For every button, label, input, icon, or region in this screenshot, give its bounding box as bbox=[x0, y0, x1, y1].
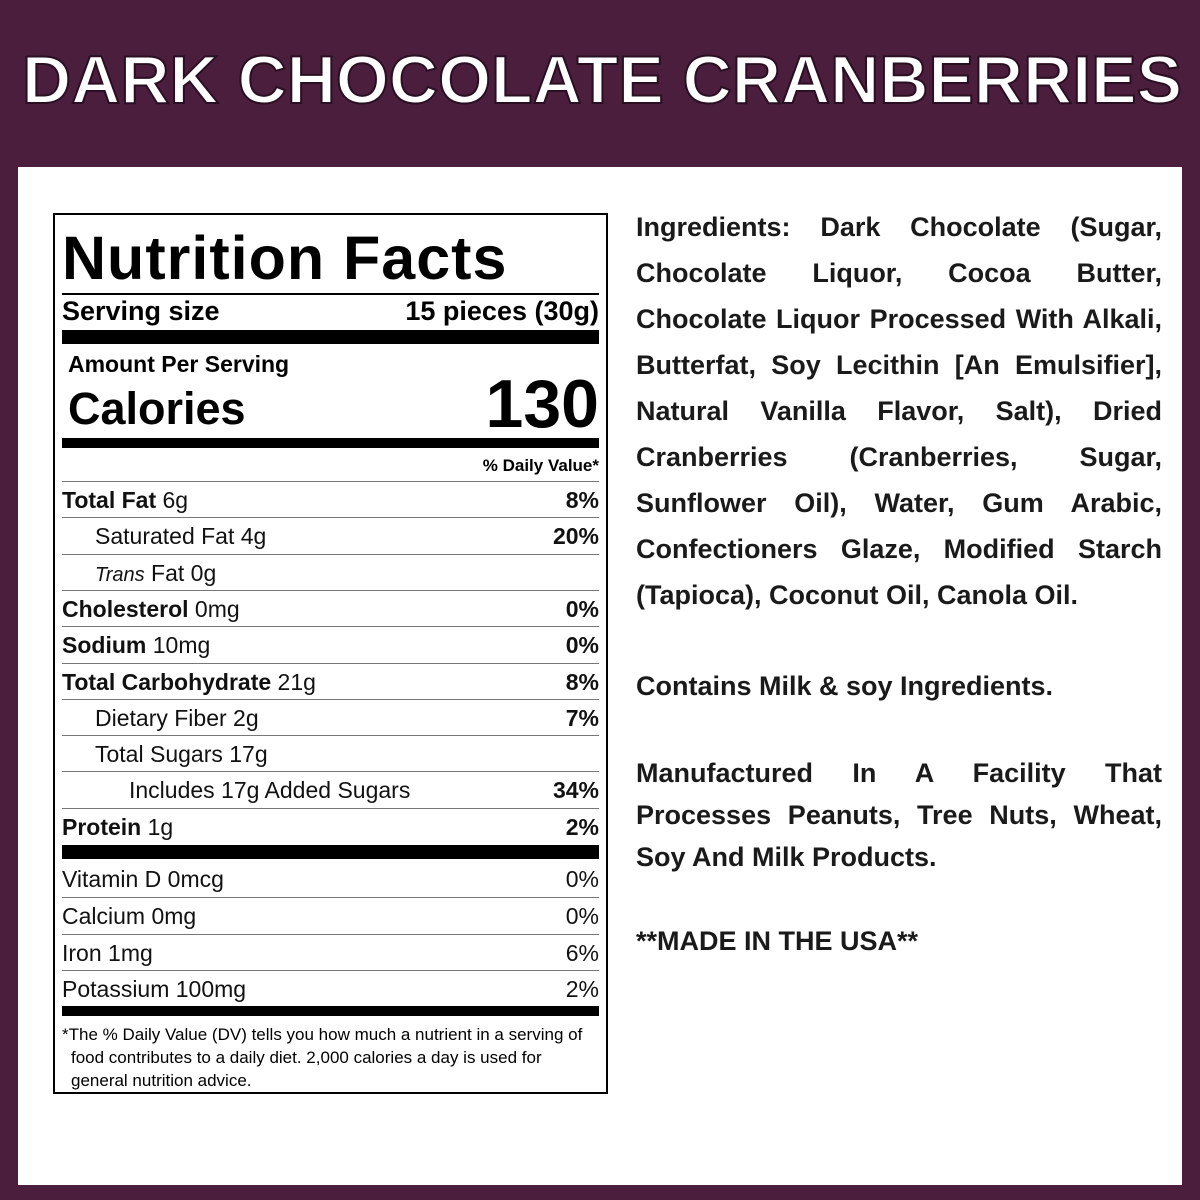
nutrient-amount: 0mg bbox=[194, 595, 240, 622]
serving-size: 15 pieces (30g) bbox=[405, 296, 599, 326]
nutrient-name: Total Carbohydrate bbox=[62, 668, 272, 695]
nutrient-amount: 4g bbox=[240, 523, 267, 550]
nutrient-prefix: Trans bbox=[95, 563, 145, 586]
nutrient-dv: 2% bbox=[565, 813, 599, 840]
nutrient-row: Calcium 0mg 0% bbox=[62, 897, 599, 934]
contains: Contains Milk & soy Ingredients. bbox=[636, 671, 1054, 701]
serving: Serving size 15 pieces (30g) bbox=[62, 293, 599, 327]
nutrient-amount: 0g bbox=[190, 559, 217, 586]
nutrient-row: Saturated Fat 4g 20% bbox=[62, 517, 599, 554]
nutrient-row: Cholesterol 0mg 0% bbox=[62, 589, 599, 627]
nutrient-name: Total Sugars bbox=[95, 741, 223, 768]
nutrient-dv: 0% bbox=[565, 632, 599, 659]
serving-label: Serving size bbox=[62, 296, 220, 326]
nutrient-dv: 0% bbox=[565, 595, 599, 622]
thick-bar bbox=[62, 845, 599, 859]
nutrient-dv: 0% bbox=[565, 903, 599, 930]
thick-bar bbox=[62, 330, 599, 344]
nutrient-name: Calcium bbox=[62, 903, 146, 930]
facility: Manufactured In A Facility That Processe… bbox=[636, 758, 1162, 872]
calories: 130 bbox=[485, 366, 599, 442]
amount-per-serving: Amount Per Serving bbox=[68, 351, 290, 377]
nutrient-dv: 20% bbox=[552, 523, 599, 550]
nutrient-row: Iron 1mg 6% bbox=[62, 933, 599, 971]
nutrient-name: Includes 17g Added Sugars bbox=[129, 777, 411, 804]
nutrient-name: Fat bbox=[151, 559, 185, 586]
nutrition-label: Nutrition Facts Serving size 15 pieces (… bbox=[53, 213, 608, 1094]
nutrient-amount: 1mg bbox=[108, 939, 153, 966]
header: DARK CHOCOLATE CRANBERRIES bbox=[21, 41, 1183, 119]
nutrient-row: Sodium 10mg 0% bbox=[62, 626, 599, 663]
nutrient-row: Dietary Fiber 2g 7% bbox=[62, 698, 599, 736]
ingredients: Ingredients: Dark Chocolate (Sugar, Choc… bbox=[636, 204, 1162, 962]
nutrient-name: Sodium bbox=[62, 632, 147, 659]
nutrient-dv: 0% bbox=[565, 866, 599, 892]
nutrient-amount: 21g bbox=[277, 668, 316, 695]
nutrient-row: Vitamin D 0mcg 0% bbox=[62, 861, 599, 897]
nutrient-amount: 10mg bbox=[152, 632, 211, 659]
dv-header: % Daily Value* bbox=[482, 456, 599, 475]
ingredients-text: Ingredients: Dark Chocolate (Sugar, Choc… bbox=[636, 212, 1162, 610]
nutrient-name: Dietary Fiber bbox=[95, 704, 227, 731]
nutrient-dv: 34% bbox=[552, 777, 599, 804]
nutrient-name: Vitamin D bbox=[62, 866, 162, 892]
nutrient-name: Cholesterol bbox=[62, 595, 189, 622]
origin: **MADE IN THE USA** bbox=[636, 926, 919, 956]
thick-bar bbox=[62, 438, 599, 448]
nutrient-row: Total Fat 6g 8% bbox=[62, 481, 599, 518]
nutrient-amount: 100mg bbox=[175, 975, 247, 1002]
nutrient-name: Potassium bbox=[62, 975, 170, 1002]
nutrient-row: Potassium 100mg 2% bbox=[62, 969, 599, 1007]
nutrient-amount: 0mcg bbox=[167, 866, 224, 892]
label-title: Nutrition Facts bbox=[62, 224, 508, 292]
footnote: *The % Daily Value (DV) tells you how mu… bbox=[62, 1025, 583, 1090]
nutrient-row: Total Carbohydrate 21g 8% bbox=[62, 662, 599, 700]
nutrient-amount: 2g bbox=[233, 704, 259, 731]
nutrient-dv: 8% bbox=[565, 487, 599, 513]
nutrient-amount: 17g bbox=[229, 741, 268, 768]
nutrient-dv: 6% bbox=[565, 939, 599, 966]
thick-bar bbox=[62, 1006, 599, 1016]
nutrient-dv: 8% bbox=[565, 668, 599, 695]
nutrient-name: Total Fat bbox=[62, 487, 157, 513]
nutrient-name: Protein bbox=[62, 813, 142, 840]
nutrient-dv: 7% bbox=[565, 704, 599, 731]
nutrient-amount: 0mg bbox=[151, 903, 197, 930]
nutrient-row: Includes 17g Added Sugars 34% bbox=[62, 771, 599, 808]
title: DARK CHOCOLATE CRANBERRIES bbox=[22, 42, 1182, 118]
nutrient-row: Protein 1g 2% bbox=[62, 807, 599, 845]
nutrient-name: Iron bbox=[62, 939, 102, 966]
nutrient-row: Total Sugars 17g bbox=[62, 735, 599, 772]
calories-label: Calories bbox=[68, 383, 246, 434]
nutrient-row: Trans Fat 0g bbox=[62, 553, 599, 591]
nutrient-name: Saturated Fat bbox=[95, 523, 235, 550]
nutrient-amount: 6g bbox=[162, 487, 189, 513]
nutrient-dv: 2% bbox=[565, 975, 599, 1002]
nutrient-amount: 1g bbox=[147, 813, 174, 840]
